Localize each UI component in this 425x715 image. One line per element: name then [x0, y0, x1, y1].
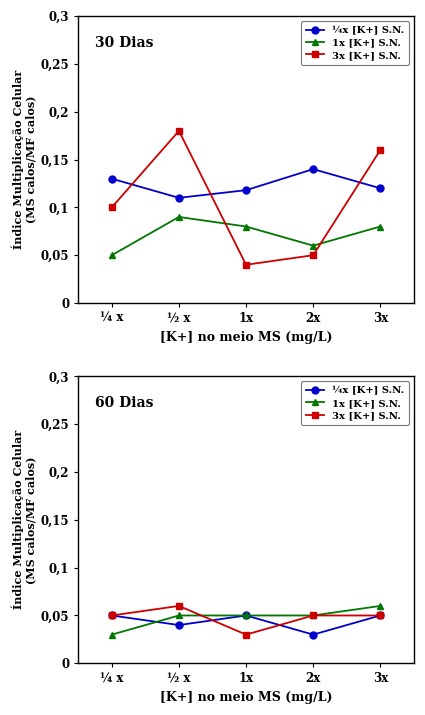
- 3x [K+] S.N.: [244, 260, 249, 269]
- 3x [K+] S.N.: [109, 611, 114, 620]
- 3x [K+] S.N.: [311, 251, 316, 260]
- Line: 3x [K+] S.N.: 3x [K+] S.N.: [108, 127, 384, 268]
- 3x [K+] S.N.: [176, 127, 181, 135]
- ¼x [K+] S.N.: [378, 184, 383, 192]
- 1x [K+] S.N.: [244, 222, 249, 231]
- X-axis label: [K+] no meio MS (mg/L): [K+] no meio MS (mg/L): [160, 691, 332, 704]
- 1x [K+] S.N.: [311, 242, 316, 250]
- 1x [K+] S.N.: [378, 222, 383, 231]
- 1x [K+] S.N.: [176, 611, 181, 620]
- 1x [K+] S.N.: [176, 212, 181, 221]
- Line: 3x [K+] S.N.: 3x [K+] S.N.: [108, 603, 384, 638]
- ¼x [K+] S.N.: [109, 174, 114, 183]
- 3x [K+] S.N.: [378, 146, 383, 154]
- 3x [K+] S.N.: [176, 601, 181, 610]
- ¼x [K+] S.N.: [244, 186, 249, 194]
- Y-axis label: Índice Multiplicação Celular
(MS calos/MF calos): Índice Multiplicação Celular (MS calos/M…: [11, 430, 37, 609]
- 3x [K+] S.N.: [244, 631, 249, 639]
- 1x [K+] S.N.: [109, 251, 114, 260]
- 1x [K+] S.N.: [378, 601, 383, 610]
- ¼x [K+] S.N.: [176, 194, 181, 202]
- Line: ¼x [K+] S.N.: ¼x [K+] S.N.: [108, 166, 384, 202]
- X-axis label: [K+] no meio MS (mg/L): [K+] no meio MS (mg/L): [160, 330, 332, 344]
- Line: ¼x [K+] S.N.: ¼x [K+] S.N.: [108, 612, 384, 638]
- Line: 1x [K+] S.N.: 1x [K+] S.N.: [108, 214, 384, 259]
- 1x [K+] S.N.: [244, 611, 249, 620]
- 3x [K+] S.N.: [378, 611, 383, 620]
- Text: 30 Dias: 30 Dias: [95, 36, 153, 50]
- ¼x [K+] S.N.: [109, 611, 114, 620]
- ¼x [K+] S.N.: [176, 621, 181, 629]
- Line: 1x [K+] S.N.: 1x [K+] S.N.: [108, 603, 384, 638]
- ¼x [K+] S.N.: [378, 611, 383, 620]
- 1x [K+] S.N.: [311, 611, 316, 620]
- Y-axis label: Índice Multiplicação Celular
(MS calos/MF calos): Índice Multiplicação Celular (MS calos/M…: [11, 70, 37, 250]
- Text: 60 Dias: 60 Dias: [95, 397, 153, 410]
- ¼x [K+] S.N.: [244, 611, 249, 620]
- ¼x [K+] S.N.: [311, 165, 316, 174]
- ¼x [K+] S.N.: [311, 631, 316, 639]
- 3x [K+] S.N.: [311, 611, 316, 620]
- Legend: ¼x [K+] S.N., 1x [K+] S.N., 3x [K+] S.N.: ¼x [K+] S.N., 1x [K+] S.N., 3x [K+] S.N.: [300, 21, 409, 65]
- 1x [K+] S.N.: [109, 631, 114, 639]
- 3x [K+] S.N.: [109, 203, 114, 212]
- Legend: ¼x [K+] S.N., 1x [K+] S.N., 3x [K+] S.N.: ¼x [K+] S.N., 1x [K+] S.N., 3x [K+] S.N.: [300, 381, 409, 425]
